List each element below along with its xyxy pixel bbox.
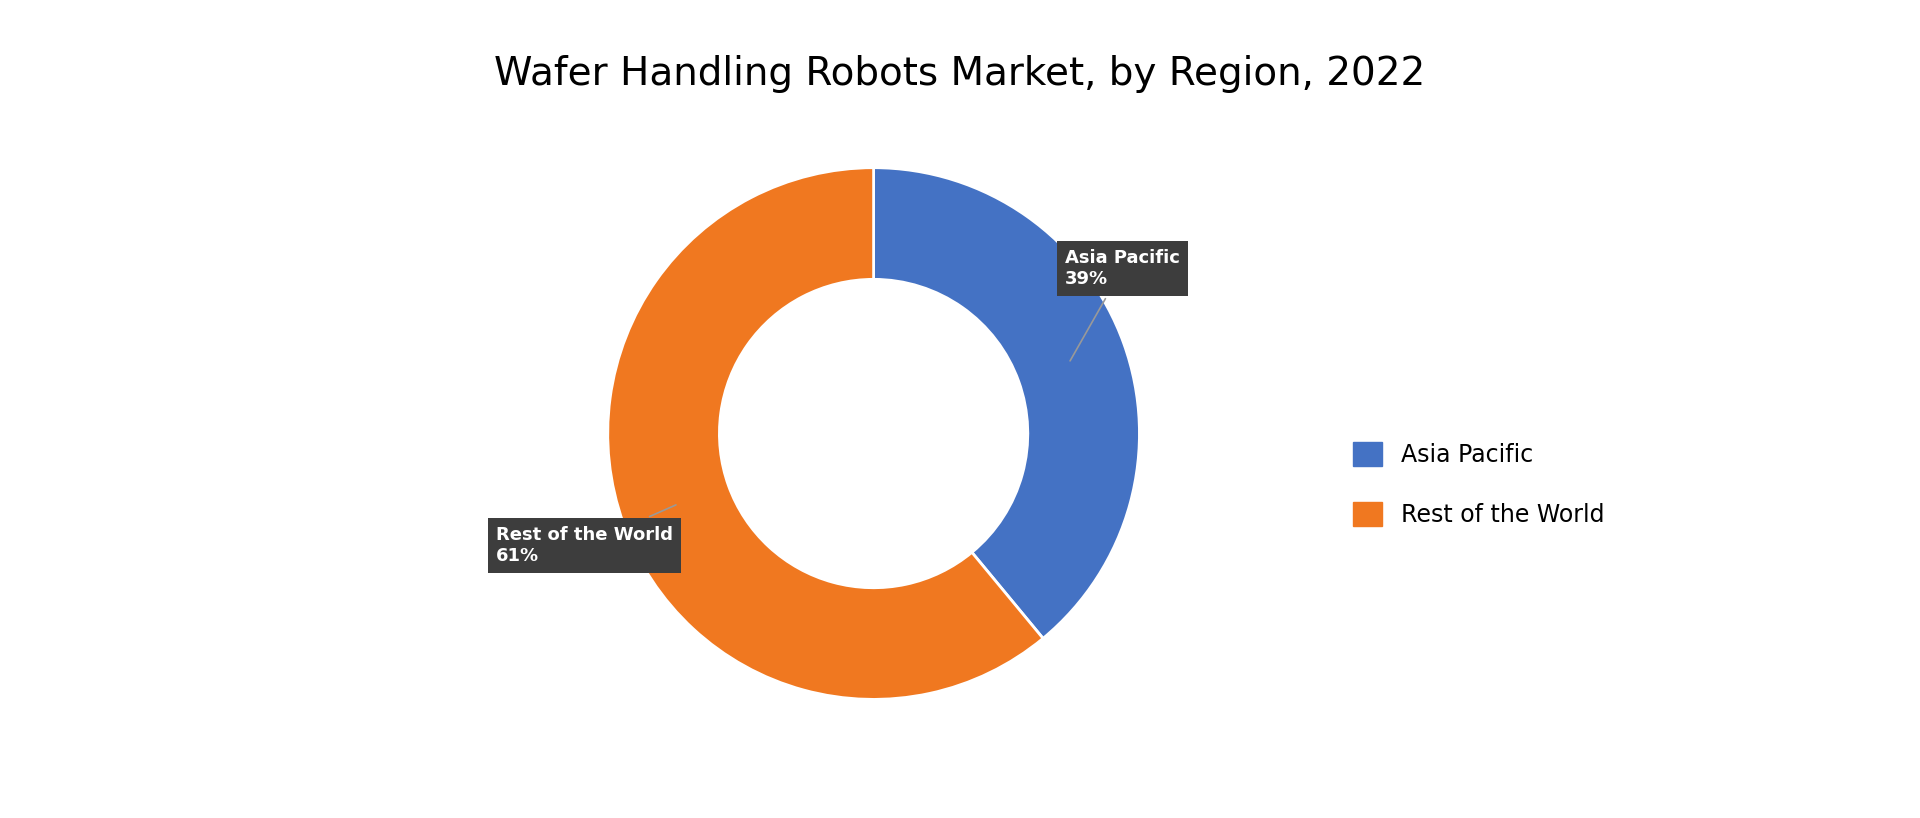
Text: Wafer Handling Robots Market, by Region, 2022: Wafer Handling Robots Market, by Region,… [493,55,1427,92]
Wedge shape [874,168,1139,638]
Legend: Asia Pacific, Rest of the World: Asia Pacific, Rest of the World [1354,442,1603,528]
Wedge shape [609,168,1043,699]
Text: Rest of the World
61%: Rest of the World 61% [495,505,676,564]
Text: Asia Pacific
39%: Asia Pacific 39% [1066,249,1181,361]
